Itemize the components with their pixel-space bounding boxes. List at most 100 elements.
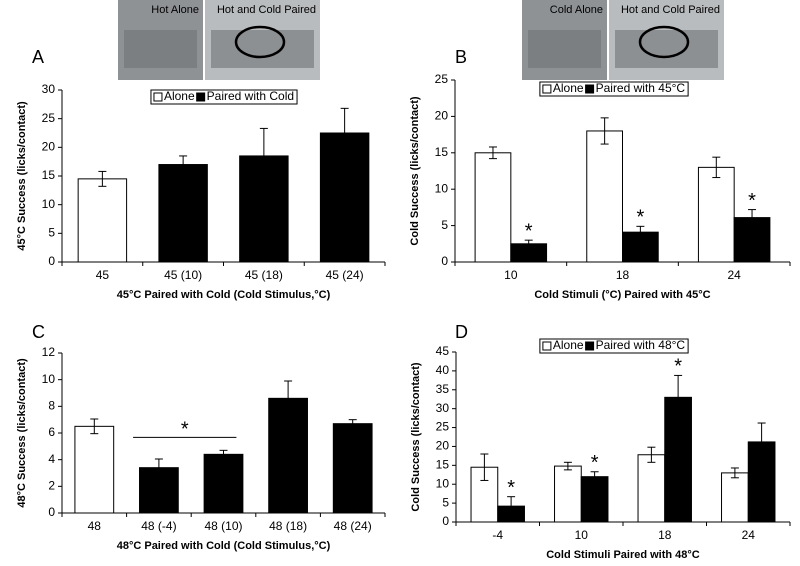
bar [268,397,308,514]
bar [586,130,623,263]
bar [158,164,208,263]
bar [332,423,373,514]
x-tick-label: 10 [504,268,518,282]
bar [77,178,128,263]
y-tick-label: 40 [436,363,450,377]
y-tick-label: 20 [42,140,56,154]
legend-swatch [542,84,552,94]
x-tick-label: 45 [96,268,110,282]
y-tick-label: 0 [48,505,55,519]
photo-label: Hot and Cold Paired [217,4,316,16]
significance-marker: * [525,220,533,242]
x-tick-label: 45 (18) [245,268,283,282]
photo-label: Hot Alone [151,4,199,16]
y-tick-label: 0 [442,514,449,528]
x-axis-label: Cold Stimuli Paired with 48°C [546,549,700,561]
legend-swatch [196,92,206,102]
photo-detail [124,30,197,68]
bar [580,476,609,523]
y-tick-label: 30 [436,401,450,415]
y-tick-label: 25 [435,72,449,86]
photo-detail [211,30,314,68]
legend-label: Paired with 45°C [596,81,686,95]
bar [697,166,735,263]
y-tick-label: 5 [441,218,448,232]
significance-marker: * [181,419,189,441]
y-tick-label: 15 [435,145,449,159]
photo-detail [615,30,718,68]
y-tick-label: 6 [48,425,55,439]
y-tick-label: 2 [48,479,55,493]
y-tick-label: 35 [436,382,450,396]
x-tick-label: 45 (10) [164,268,202,282]
legend-box [539,81,689,97]
x-tick-label: 24 [727,268,741,282]
x-tick-label: 10 [575,528,589,542]
y-axis-label: Cold Success (licks/contact) [410,362,422,511]
significance-marker: * [674,356,682,378]
y-tick-label: 15 [436,458,450,472]
bar [203,453,244,514]
x-tick-label: 24 [742,528,756,542]
y-tick-label: 10 [42,372,56,386]
bar [637,454,666,523]
x-axis-label: 48°C Paired with Cold (Cold Stimulus,°C) [117,540,331,552]
y-tick-label: 20 [436,439,450,453]
x-tick-label: 48 (10) [204,519,242,533]
legend-label: Alone [553,338,584,352]
y-tick-label: 12 [42,345,56,359]
legend-swatch [542,341,552,351]
legend: Alone Paired with Cold [150,89,298,105]
legend-label: Paired with 48°C [596,338,686,352]
y-tick-label: 10 [435,181,449,195]
photo-label: Hot and Cold Paired [621,4,720,16]
y-tick-label: 0 [48,254,55,268]
legend-label: Alone [553,81,584,95]
x-axis-label: Cold Stimuli (°C) Paired with 45°C [534,289,710,301]
legend-swatch [153,92,163,102]
y-axis-label: 48°C Success (licks/contact) [16,358,28,508]
legend-swatch [585,341,595,351]
panel-letter: C [32,322,45,342]
y-tick-label: 15 [42,168,56,182]
x-axis-label: 45°C Paired with Cold (Cold Stimulus,°C) [117,289,331,301]
significance-marker: * [507,477,515,499]
photo-detail [528,30,601,68]
significance-marker: * [591,452,599,474]
bar [721,472,749,523]
x-tick-label: 48 (24) [334,519,372,533]
y-tick-label: 0 [441,254,448,268]
x-tick-label: 18 [658,528,672,542]
legend-label: Alone [164,89,195,103]
photo-label: Cold Alone [550,4,603,16]
x-tick-label: 48 [88,519,102,533]
significance-marker: * [636,207,644,229]
significance-marker: * [748,190,756,212]
y-tick-label: 45 [436,344,450,358]
y-tick-label: 10 [42,197,56,211]
legend-swatch [585,84,595,94]
bar [554,465,582,523]
bar [74,425,115,514]
bar [474,152,512,263]
x-tick-label: 45 (24) [326,268,364,282]
y-tick-label: 5 [442,495,449,509]
x-tick-label: -4 [492,528,503,542]
panel-letter: D [455,322,468,342]
legend-box [150,89,298,105]
y-axis-label: 45°C Success (licks/contact) [16,101,28,251]
y-axis-label: Cold Success (licks/contact) [409,96,421,245]
y-tick-label: 5 [48,226,55,240]
panel-letter: A [32,47,44,67]
legend-label: Paired with Cold [207,89,294,103]
y-tick-label: 25 [42,111,56,125]
y-tick-label: 25 [436,420,450,434]
y-tick-label: 8 [48,399,55,413]
x-tick-label: 18 [616,268,630,282]
legend: Alone Paired with 48°C [539,338,689,354]
y-tick-label: 10 [436,476,450,490]
photo-circle [638,25,690,59]
panel-letter: B [455,47,467,67]
y-tick-label: 20 [435,109,449,123]
